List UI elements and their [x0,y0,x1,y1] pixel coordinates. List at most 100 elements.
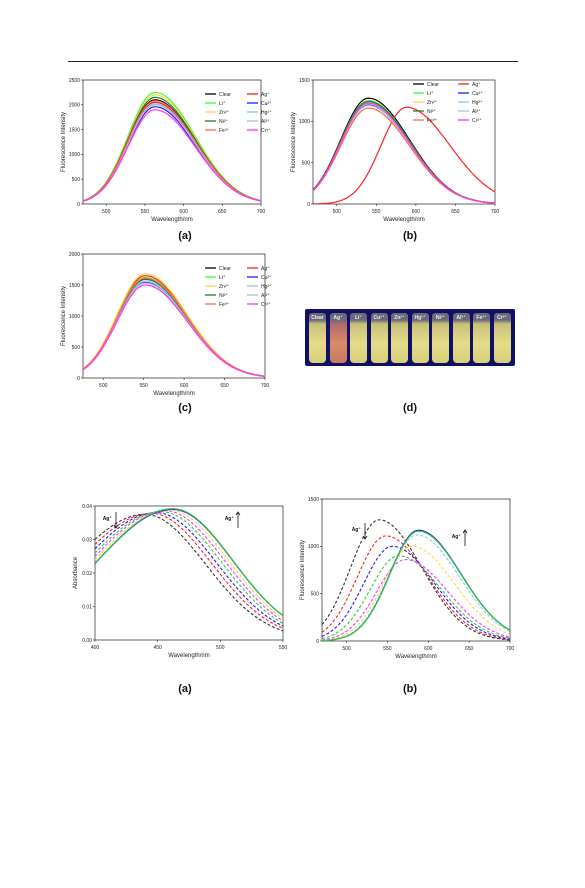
vial: Cu²⁺ [370,313,388,363]
vial-label: Cr³⁺ [497,315,507,321]
x-tick-label: 600 [424,646,433,652]
x-tick-label: 600 [180,383,189,389]
series-line [322,535,510,641]
x-axis-label: Wavelength/nm [395,654,436,660]
vial: Cr³⁺ [493,313,511,363]
y-axis-label: Fluorescence Intensity [291,112,297,172]
plot-frame [312,79,496,205]
x-tick-label: 700 [261,383,270,389]
vial: Clear [309,313,326,363]
x-tick-label: 650 [451,209,460,215]
series-line [83,276,265,377]
legend-label: Li⁺ [427,91,434,97]
series-line [313,102,495,204]
y-tick-label: 0.01 [82,604,92,610]
series-line [83,278,265,377]
caption-a-top: (a) [178,230,192,242]
legend-label: Ag⁺ [261,266,270,272]
legend-label: Zn²⁺ [427,100,438,106]
legend-label: Hg²⁺ [261,110,272,116]
legend-label: Cr³⁺ [261,128,271,134]
x-tick-label: 500 [333,209,342,215]
y-tick-label: 500 [311,591,320,597]
legend-label: Hg²⁺ [472,100,483,106]
annotation-arrowhead [235,511,241,516]
y-tick-label: 1000 [69,314,80,320]
y-tick-label: 0.00 [82,638,92,644]
series-line [95,512,283,627]
vial-label: Ni²⁺ [435,315,446,321]
series-group [83,91,261,202]
legend-label: Fe³⁺ [427,118,438,124]
vial-label: Fe³⁺ [476,315,487,321]
series-line [95,509,283,619]
x-tick-label: 450 [153,645,162,651]
annotation-arrowhead [113,524,119,529]
vial: Fe³⁺ [473,313,490,363]
y-tick-label: 0 [307,202,310,208]
legend-label: Ag⁺ [472,82,481,88]
series-line [83,284,265,377]
x-axis-label: Wavelength/nm [383,217,424,223]
y-tick-label: 500 [72,345,81,351]
series-line [83,106,261,202]
vial-label: Li⁺ [354,315,363,321]
annotation-label: Ag⁺ [452,534,462,540]
annotation-arrowhead [462,529,468,534]
series-line [83,109,261,202]
legend-label: Cr³⁺ [472,118,482,124]
x-tick-label: 700 [257,209,266,215]
series-line [313,100,495,204]
y-tick-label: 1500 [69,127,80,133]
caption-a-bottom: (a) [178,683,192,695]
vial: Ni²⁺ [432,313,449,363]
x-tick-label: 500 [216,645,225,651]
legend-label: Cr³⁺ [261,302,271,308]
series-line [313,107,495,204]
series-group [313,97,495,204]
x-tick-label: 700 [506,646,515,652]
y-tick-label: 2000 [69,103,80,109]
annotation-label: Ag⁺ [352,527,362,533]
legend-label: Ni²⁺ [219,293,228,299]
series-line [95,513,283,632]
y-tick-label: 0 [77,376,80,382]
x-tick-label: 500 [342,646,351,652]
legend-label: Cu²⁺ [472,91,483,97]
x-tick-label: 550 [141,209,150,215]
series-line [83,275,265,377]
legend-label: Cu²⁺ [261,101,272,107]
x-tick-label: 550 [383,646,392,652]
x-tick-label: 600 [412,209,421,215]
caption-b-top: (b) [402,230,418,242]
annotation-label: Ag⁺ [103,516,113,522]
vial: Hg²⁺ [411,313,429,363]
y-tick-label: 1500 [69,283,80,289]
x-tick-label: 550 [279,645,288,651]
series-line [83,277,265,377]
legend-label: Clear [219,266,231,272]
chart-b-fluorescence-titration: 500 550 600 650 700 0 500 1000 1500 Wavelength/nm… [300,497,515,660]
series-line [95,512,283,629]
legend-label: Al³⁺ [261,119,270,125]
x-tick-label: 700 [491,209,500,215]
y-tick-label: 0 [77,202,80,208]
x-axis-label: Wavelength/nm [168,653,209,659]
series-line [322,519,510,641]
annotation-arrowhead [362,535,368,540]
series-line [83,278,265,377]
x-tick-label: 650 [218,209,227,215]
vial-photo: Clear Ag⁺ Li⁺ Cu²⁺ Zn²⁺ Hg²⁺ Ni²⁺ Al³⁺ Fe³⁺ Cr³⁺ [305,309,515,366]
series-line [83,100,261,202]
series-line [322,559,510,641]
legend-label: Fe³⁺ [219,302,230,308]
y-tick-label: 1000 [308,544,319,550]
series-line [83,273,265,377]
legend-label: Li⁺ [219,275,226,281]
vial-label: Ag⁺ [333,315,343,321]
y-axis-label: Fluorescence Intensity [300,540,306,600]
x-axis-label: Wavelength/nm [153,391,194,397]
series-group [83,273,265,377]
series-line [322,534,510,641]
vial: Al³⁺ [452,313,470,363]
